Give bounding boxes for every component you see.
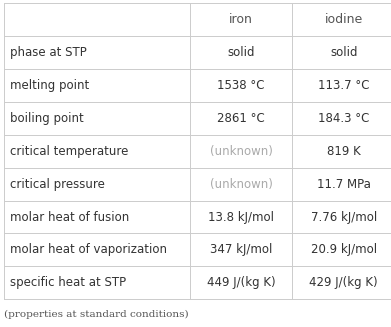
Text: 184.3 °C: 184.3 °C: [318, 112, 369, 125]
Text: iodine: iodine: [325, 13, 363, 26]
Text: molar heat of vaporization: molar heat of vaporization: [10, 243, 167, 256]
Text: critical temperature: critical temperature: [10, 145, 128, 158]
Text: 1538 °C: 1538 °C: [217, 79, 265, 92]
Text: (unknown): (unknown): [210, 178, 273, 191]
Text: 113.7 °C: 113.7 °C: [318, 79, 369, 92]
Text: 449 J/(kg K): 449 J/(kg K): [207, 276, 275, 289]
Text: 7.76 kJ/mol: 7.76 kJ/mol: [310, 211, 377, 223]
Text: 20.9 kJ/mol: 20.9 kJ/mol: [310, 243, 377, 256]
Text: molar heat of fusion: molar heat of fusion: [10, 211, 129, 223]
Text: 429 J/(kg K): 429 J/(kg K): [309, 276, 378, 289]
Text: 819 K: 819 K: [327, 145, 361, 158]
Text: 347 kJ/mol: 347 kJ/mol: [210, 243, 272, 256]
Text: (properties at standard conditions): (properties at standard conditions): [4, 310, 188, 319]
Text: 13.8 kJ/mol: 13.8 kJ/mol: [208, 211, 274, 223]
Text: solid: solid: [227, 46, 255, 59]
Text: 2861 °C: 2861 °C: [217, 112, 265, 125]
Text: melting point: melting point: [10, 79, 89, 92]
Text: iron: iron: [229, 13, 253, 26]
Text: specific heat at STP: specific heat at STP: [10, 276, 126, 289]
Text: boiling point: boiling point: [10, 112, 84, 125]
Text: critical pressure: critical pressure: [10, 178, 105, 191]
Text: phase at STP: phase at STP: [10, 46, 86, 59]
Text: (unknown): (unknown): [210, 145, 273, 158]
Text: solid: solid: [330, 46, 357, 59]
Text: 11.7 MPa: 11.7 MPa: [317, 178, 371, 191]
